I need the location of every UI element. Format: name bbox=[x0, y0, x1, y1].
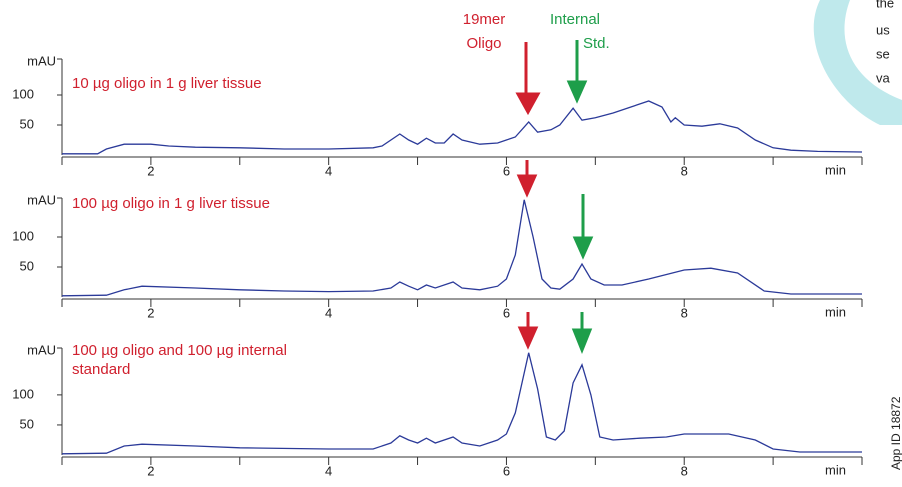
trace bbox=[61, 199, 862, 297]
x-tick-label: 6 bbox=[503, 463, 510, 478]
trace bbox=[61, 352, 862, 455]
x-tick-label: 6 bbox=[503, 305, 510, 320]
arrows bbox=[515, 40, 594, 355]
x-tick-label: 6 bbox=[503, 163, 510, 178]
peak-label: 19mer bbox=[463, 11, 506, 28]
y-axis-label: mAU bbox=[27, 192, 56, 207]
peak-label: Oligo bbox=[466, 35, 501, 52]
app-id: App ID 18872 bbox=[889, 396, 902, 470]
x-tick-label: 4 bbox=[325, 463, 332, 478]
y-tick-label: 50 bbox=[20, 258, 34, 273]
decor-swoosh bbox=[813, 0, 902, 125]
x-tick-label: 2 bbox=[147, 305, 154, 320]
x-tick-label: 4 bbox=[325, 163, 332, 178]
y-tick-label: 50 bbox=[20, 416, 34, 431]
side-text: us bbox=[876, 22, 890, 37]
y-tick-label: 50 bbox=[20, 116, 34, 131]
peak-label: Std. bbox=[583, 35, 610, 52]
trace bbox=[62, 100, 863, 155]
y-tick-label: 100 bbox=[12, 86, 34, 101]
x-tick-label: 2 bbox=[147, 163, 154, 178]
y-axis-label: mAU bbox=[27, 342, 56, 357]
x-axis-label: min bbox=[825, 162, 846, 177]
x-tick-label: 8 bbox=[681, 463, 688, 478]
x-tick-label: 4 bbox=[325, 305, 332, 320]
side-text: se bbox=[876, 46, 890, 61]
peak-label: Internal bbox=[550, 11, 600, 28]
x-axis-label: min bbox=[825, 462, 846, 477]
annotation: 100 µg oligo and 100 µg internal bbox=[72, 342, 287, 359]
annotation: 10 µg oligo in 1 g liver tissue bbox=[72, 75, 262, 92]
y-tick-label: 100 bbox=[12, 228, 34, 243]
annotation: 100 µg oligo in 1 g liver tissue bbox=[72, 195, 270, 212]
y-axis-label: mAU bbox=[27, 53, 56, 68]
annotation: standard bbox=[72, 361, 130, 378]
x-tick-label: 2 bbox=[147, 463, 154, 478]
x-tick-label: 8 bbox=[681, 163, 688, 178]
y-tick-label: 100 bbox=[12, 386, 34, 401]
side-text: va bbox=[876, 70, 891, 85]
side-text: the bbox=[876, 0, 894, 10]
x-tick-label: 8 bbox=[681, 305, 688, 320]
x-axis-label: min bbox=[825, 304, 846, 319]
